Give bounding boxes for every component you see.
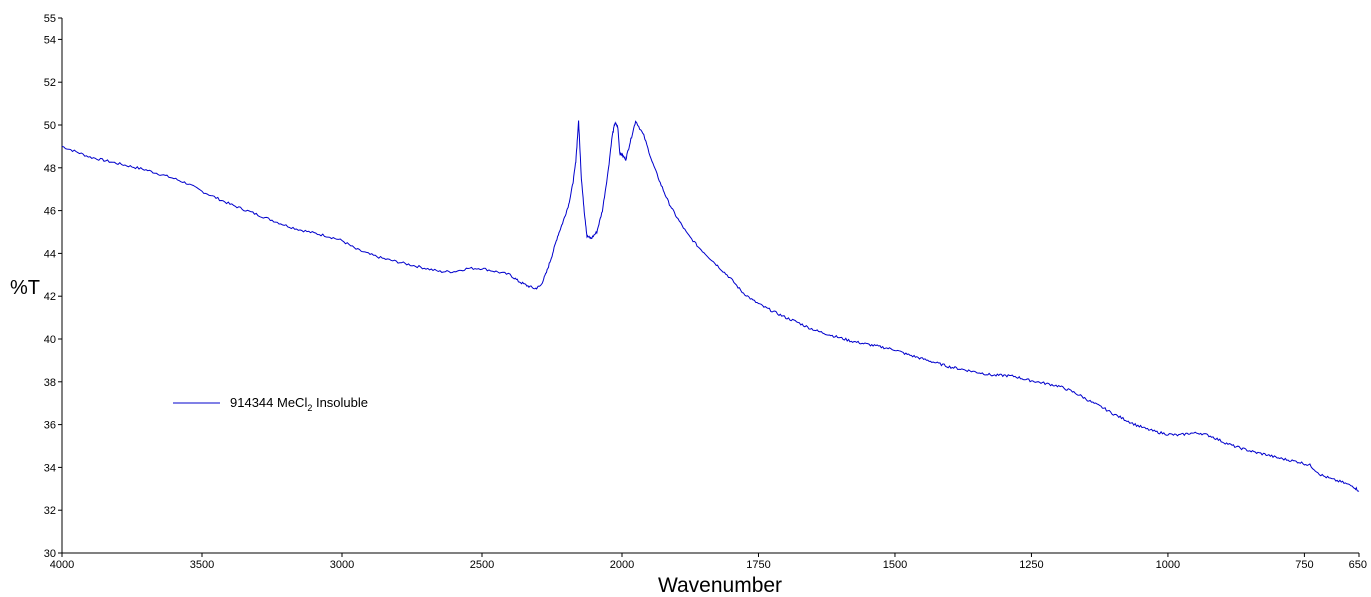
x-tick-label: 4000 (50, 559, 74, 571)
x-tick-label: 3000 (330, 559, 354, 571)
x-tick-label: 1000 (1156, 559, 1180, 571)
y-tick-label: 44 (44, 248, 56, 260)
y-tick-label: 38 (44, 377, 56, 389)
x-tick-label: 750 (1295, 559, 1313, 571)
y-tick-label: 34 (44, 462, 56, 474)
y-tick-label: 48 (44, 163, 56, 175)
x-tick-label: 1750 (746, 559, 770, 571)
x-tick-label: 3500 (190, 559, 214, 571)
y-tick-label: 52 (44, 77, 56, 89)
y-tick-label: 42 (44, 291, 56, 303)
x-axis-title: Wavenumber (658, 574, 782, 597)
y-tick-label: 36 (44, 420, 56, 432)
x-ticks: 4000 3500 3000 2500 2000 1750 1500 1250 1000 750 6… (50, 553, 1367, 571)
x-tick-label: 2500 (470, 559, 494, 571)
x-tick-label: 1500 (883, 559, 907, 571)
series-layer (61, 120, 1360, 492)
x-tick-label: 2000 (610, 559, 634, 571)
y-ticks: 30 32 34 36 38 40 42 44 46 48 50 52 54 55 (44, 13, 62, 560)
legend-label-tail: Insoluble (312, 395, 368, 410)
y-tick-label: 55 (44, 13, 56, 25)
legend-label-main: 914344 MeCl (230, 395, 307, 410)
y-tick-label: 46 (44, 206, 56, 218)
x-tick-label: 1250 (1019, 559, 1043, 571)
x-tick-label: 650 (1349, 559, 1367, 571)
legend-label: 914344 MeCl2 Insoluble (230, 395, 368, 413)
y-axis-title: %T (10, 277, 40, 299)
legend: 914344 MeCl2 Insoluble (173, 395, 368, 413)
legend-label-sub: 2 (307, 403, 312, 413)
series-line (61, 120, 1360, 492)
y-tick-label: 40 (44, 334, 56, 346)
y-tick-label: 30 (44, 548, 56, 560)
y-tick-label: 50 (44, 120, 56, 132)
y-tick-label: 32 (44, 505, 56, 517)
y-tick-label: 54 (44, 34, 56, 46)
axes (61, 18, 1359, 554)
